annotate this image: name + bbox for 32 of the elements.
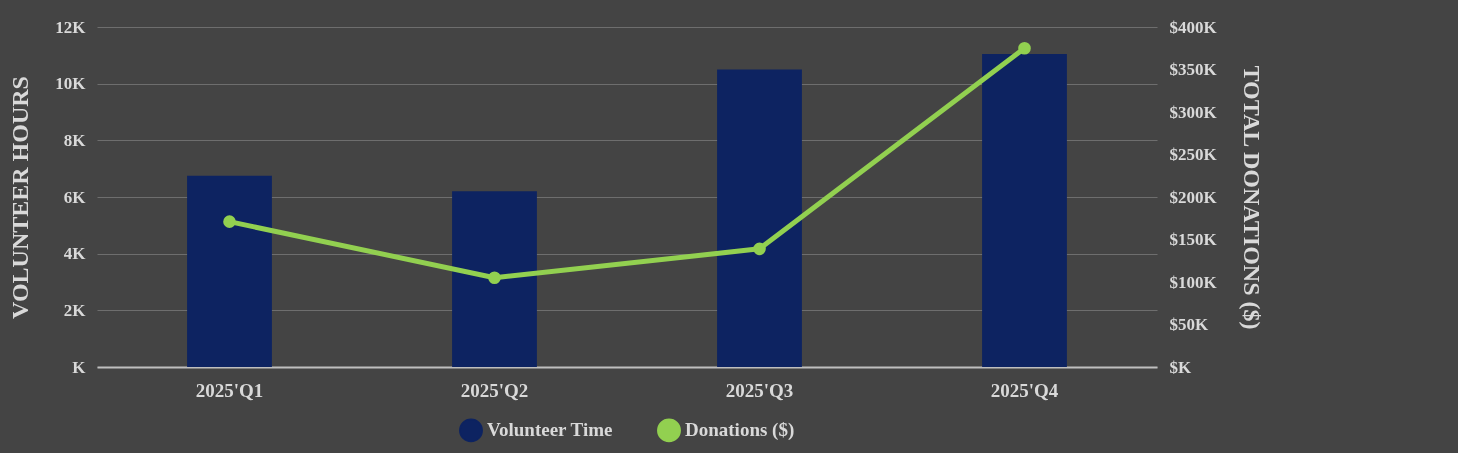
y2-tick-label: $200K xyxy=(1169,187,1218,207)
y-tick-label: 2K xyxy=(63,300,87,320)
y-tick-label: 4K xyxy=(63,244,87,264)
point xyxy=(223,215,236,228)
bar xyxy=(982,53,1067,367)
y2-tick-label: $300K xyxy=(1169,102,1218,122)
y2-tick-label: $50K xyxy=(1169,315,1209,334)
y-tick-label: 12K xyxy=(55,17,87,37)
bar xyxy=(452,191,537,367)
x-tick-label: 2025'Q4 xyxy=(990,379,1059,401)
bar xyxy=(187,175,272,367)
point xyxy=(1018,41,1031,55)
y-tick-label: 8K xyxy=(63,130,87,150)
y-tick-label: K xyxy=(72,357,87,377)
point xyxy=(488,271,501,285)
y-tick-label: 6K xyxy=(63,187,87,207)
y2-tick-label: $250K xyxy=(1169,145,1218,164)
x-tick-label: 2025'Q2 xyxy=(460,379,529,401)
y2-tick-label: $350K xyxy=(1169,60,1218,79)
legend-label: Volunteer Time xyxy=(487,419,613,441)
y2-tick-label: $K xyxy=(1169,357,1192,377)
y-axis-title: VOLUNTEER HOURS xyxy=(7,76,34,319)
y2-axis-title: TOTAL DONATIONS ($) xyxy=(1238,65,1265,330)
y2-tick-label: $400K xyxy=(1169,17,1218,37)
y2-tick-label: $100K xyxy=(1169,272,1218,292)
y2-tick-label: $150K xyxy=(1169,230,1218,249)
x-tick-label: 2025'Q3 xyxy=(725,379,794,401)
point xyxy=(753,242,766,256)
x-tick-label: 2025'Q1 xyxy=(195,379,264,401)
y-tick-label: 10K xyxy=(55,74,87,94)
bar xyxy=(717,69,802,367)
legend-label: Donations ($) xyxy=(685,419,795,442)
